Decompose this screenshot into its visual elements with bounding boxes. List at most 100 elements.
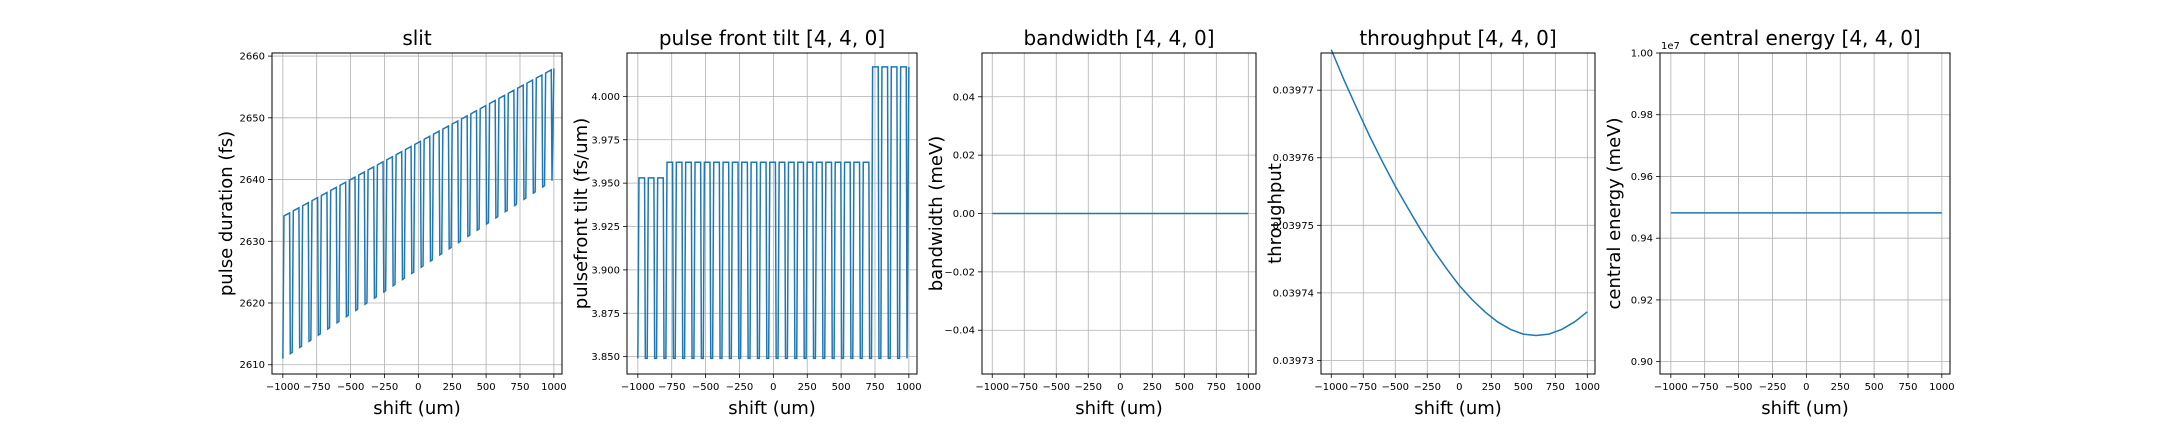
x-axis-label: shift (um) xyxy=(1075,398,1163,419)
y-tick-label: 0.04 xyxy=(953,92,975,103)
x-tick-label: 1000 xyxy=(1929,382,1954,393)
chart-panel-2: −1000 −750 −500 −250 0 250 500 750 1000 3.850 3.87… xyxy=(571,26,922,419)
y-tick-label: 0.96 xyxy=(1631,172,1653,183)
x-tick-label: −1000 xyxy=(1314,382,1348,393)
x-tick-label: −1000 xyxy=(975,382,1009,393)
y-tick-label: 0.03977 xyxy=(1273,86,1314,97)
x-tick-label: 500 xyxy=(1175,382,1194,393)
y-tick-label: 0.03976 xyxy=(1273,153,1314,164)
chart-title: pulse front tilt [4, 4, 0] xyxy=(659,26,885,50)
y-tick-label: 3.925 xyxy=(591,222,620,233)
y-tick-label: 0.03975 xyxy=(1273,221,1314,232)
y-axis-label: pulse duration (fs) xyxy=(216,131,237,296)
y-axis-label: bandwidth (meV) xyxy=(926,136,947,292)
x-tick-label: −500 xyxy=(1382,382,1409,393)
axes-frame xyxy=(626,52,918,375)
x-tick-label: −1000 xyxy=(621,382,655,393)
y-tick-label: 4.000 xyxy=(591,92,620,103)
axes-frame xyxy=(1659,52,1951,375)
series-line xyxy=(1330,49,1588,337)
x-axis-label: shift (um) xyxy=(1761,398,1849,419)
y-tick-label: 1.00 xyxy=(1631,49,1653,60)
y-tick-label: 0.03973 xyxy=(1273,356,1314,367)
x-tick-label: 0 xyxy=(1456,382,1462,393)
x-tick-label: 0 xyxy=(415,382,421,393)
y-tick-label: 3.850 xyxy=(591,352,620,363)
x-tick-label: 750 xyxy=(1898,382,1917,393)
axes-frame xyxy=(1320,52,1596,375)
y-axis-label: throughput xyxy=(1265,163,1286,264)
y-tick-label: 3.975 xyxy=(591,135,620,146)
x-tick-label: 0 xyxy=(1803,382,1809,393)
y-tick-label: 0.94 xyxy=(1631,234,1653,245)
x-tick-label: −1000 xyxy=(266,382,300,393)
y-tick-label: 0.98 xyxy=(1631,110,1653,121)
x-tick-label: 1000 xyxy=(1575,382,1600,393)
y-tick-label: 0.03974 xyxy=(1273,288,1314,299)
x-tick-label: −1000 xyxy=(1654,382,1688,393)
x-tick-label: 1000 xyxy=(896,382,921,393)
y-tick-label: 3.875 xyxy=(591,309,620,320)
x-tick-label: −250 xyxy=(726,382,753,393)
y-tick-label: 2630 xyxy=(240,237,265,248)
x-tick-label: −500 xyxy=(692,382,719,393)
x-tick-label: −500 xyxy=(1725,382,1752,393)
x-tick-label: 500 xyxy=(1514,382,1533,393)
y-tick-label: −0.04 xyxy=(944,326,975,337)
x-tick-label: 250 xyxy=(1482,382,1501,393)
y-tick-label: 3.900 xyxy=(591,265,620,276)
y-tick-label: 2650 xyxy=(240,113,265,124)
chart-panel-3: −1000 −750 −500 −250 0 250 500 750 1000 −0.04 −0.0… xyxy=(926,26,1261,419)
y-tick-label: 2620 xyxy=(240,299,265,310)
chart-title: throughput [4, 4, 0] xyxy=(1359,26,1556,50)
x-tick-label: 250 xyxy=(798,382,817,393)
x-axis-label: shift (um) xyxy=(728,398,816,419)
x-tick-label: 500 xyxy=(477,382,496,393)
x-tick-label: −750 xyxy=(658,382,685,393)
y-tick-label: 0.00 xyxy=(953,209,975,220)
chart-title: central energy [4, 4, 0] xyxy=(1689,26,1920,50)
y-axis-label: central energy (meV) xyxy=(1604,118,1625,310)
x-axis-label: shift (um) xyxy=(1414,398,1502,419)
axes-frame xyxy=(271,52,563,375)
x-tick-label: −250 xyxy=(1759,382,1786,393)
y-axis-label: pulsefront tilt (fs/um) xyxy=(571,118,592,309)
series-line xyxy=(282,68,555,359)
x-tick-label: 1000 xyxy=(1236,382,1261,393)
y-offset-label: 1e7 xyxy=(1661,41,1680,52)
chart-panel-1: −1000 −750 −500 −250 0 250 500 750 1000 2610 2620 2… xyxy=(216,26,567,419)
x-tick-label: 500 xyxy=(1865,382,1884,393)
x-tick-label: 250 xyxy=(443,382,462,393)
x-tick-label: 0 xyxy=(770,382,776,393)
x-tick-label: 0 xyxy=(1117,382,1123,393)
x-tick-label: −250 xyxy=(1414,382,1441,393)
x-tick-label: 1000 xyxy=(541,382,566,393)
x-tick-label: 750 xyxy=(865,382,884,393)
y-tick-label: 0.02 xyxy=(953,151,975,162)
y-tick-label: −0.02 xyxy=(944,267,975,278)
x-tick-label: −750 xyxy=(303,382,330,393)
chart-panel-4: −1000 −750 −500 −250 0 250 500 750 1000 0.03973 0.… xyxy=(1265,26,1600,419)
y-tick-label: 0.90 xyxy=(1631,357,1653,368)
y-tick-label: 0.92 xyxy=(1631,295,1653,306)
x-tick-label: 500 xyxy=(832,382,851,393)
y-tick-label: 2640 xyxy=(240,175,265,186)
x-tick-label: 250 xyxy=(1143,382,1162,393)
y-tick-label: 2660 xyxy=(240,52,265,63)
x-tick-label: −750 xyxy=(1011,382,1038,393)
x-tick-label: 750 xyxy=(1207,382,1226,393)
x-tick-label: −500 xyxy=(337,382,364,393)
chart-title: slit xyxy=(402,26,432,50)
y-tick-label: 3.950 xyxy=(591,179,620,190)
x-tick-label: 250 xyxy=(1831,382,1850,393)
x-tick-label: 750 xyxy=(510,382,529,393)
x-tick-label: 750 xyxy=(1546,382,1565,393)
x-tick-label: −250 xyxy=(371,382,398,393)
series-line xyxy=(637,66,910,360)
x-tick-label: −250 xyxy=(1075,382,1102,393)
y-tick-label: 2610 xyxy=(240,360,265,371)
x-tick-label: −500 xyxy=(1043,382,1070,393)
chart-title: bandwidth [4, 4, 0] xyxy=(1023,26,1214,50)
x-tick-label: −750 xyxy=(1691,382,1718,393)
